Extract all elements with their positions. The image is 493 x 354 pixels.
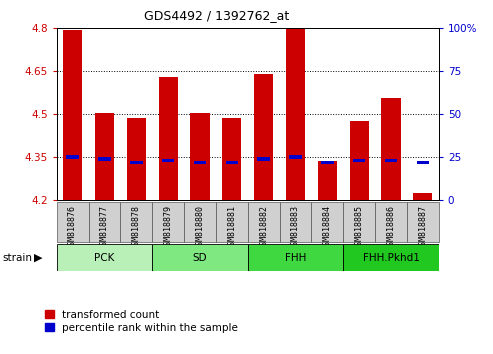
Text: GSM818883: GSM818883	[291, 205, 300, 250]
Bar	[184, 202, 216, 242]
Bar	[159, 77, 177, 200]
Bar	[190, 113, 210, 200]
Bar	[152, 244, 247, 271]
Bar	[98, 157, 110, 160]
Bar	[407, 202, 439, 242]
Bar	[343, 202, 375, 242]
Bar	[152, 202, 184, 242]
Text: GSM818887: GSM818887	[419, 205, 427, 250]
Bar	[162, 159, 175, 162]
Text: GSM818879: GSM818879	[164, 205, 173, 250]
Bar	[95, 113, 114, 200]
Bar	[318, 161, 337, 200]
Text: FHH.Pkhd1: FHH.Pkhd1	[362, 252, 420, 263]
Bar	[226, 160, 238, 164]
Bar	[247, 244, 343, 271]
Bar	[120, 202, 152, 242]
Bar	[280, 202, 312, 242]
Legend: transformed count, percentile rank within the sample: transformed count, percentile rank withi…	[45, 310, 238, 333]
Bar	[89, 202, 120, 242]
Bar	[417, 160, 429, 164]
Text: PCK: PCK	[94, 252, 115, 263]
Bar	[63, 30, 82, 200]
Text: GSM818882: GSM818882	[259, 205, 268, 250]
Text: GSM818878: GSM818878	[132, 205, 141, 250]
Bar	[247, 202, 280, 242]
Bar	[194, 160, 206, 164]
Bar	[413, 193, 432, 200]
Bar	[321, 160, 334, 164]
Bar	[289, 155, 302, 159]
Bar	[254, 74, 273, 200]
Text: GSM818884: GSM818884	[323, 205, 332, 250]
Bar	[286, 28, 305, 200]
Text: GSM818880: GSM818880	[195, 205, 205, 250]
Bar	[222, 119, 242, 200]
Bar	[353, 159, 365, 162]
Bar	[385, 159, 397, 162]
Text: GSM818886: GSM818886	[387, 205, 395, 250]
Bar	[127, 119, 146, 200]
Bar	[375, 202, 407, 242]
Text: GSM818885: GSM818885	[354, 205, 364, 250]
Bar	[67, 155, 79, 159]
Bar	[343, 244, 439, 271]
Bar	[216, 202, 247, 242]
Text: SD: SD	[193, 252, 207, 263]
Bar	[57, 244, 152, 271]
Text: GSM818877: GSM818877	[100, 205, 109, 250]
Bar	[130, 160, 142, 164]
Bar	[57, 202, 89, 242]
Text: FHH: FHH	[285, 252, 306, 263]
Bar	[382, 98, 400, 200]
Bar	[312, 202, 343, 242]
Text: GSM818876: GSM818876	[68, 205, 77, 250]
Text: GSM818881: GSM818881	[227, 205, 236, 250]
Text: GDS4492 / 1392762_at: GDS4492 / 1392762_at	[144, 9, 289, 22]
Bar	[257, 157, 270, 160]
Text: ▶: ▶	[34, 253, 42, 263]
Text: strain: strain	[2, 253, 33, 263]
Bar	[350, 121, 369, 200]
